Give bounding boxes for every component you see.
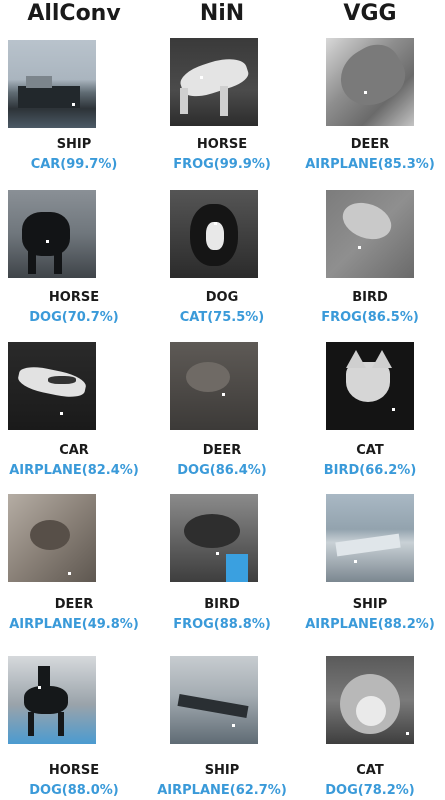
predicted-label: DOG(78.2%) — [325, 783, 415, 798]
image-blurry-deer — [170, 342, 258, 430]
predicted-label: AIRPLANE(82.4%) — [9, 463, 139, 478]
image-ship-harbor — [8, 40, 96, 128]
image-bird-blue-patch — [170, 494, 258, 582]
true-label: DEER — [350, 137, 390, 152]
image-deer-closeup — [326, 38, 414, 126]
true-label: CAT — [356, 443, 384, 458]
image-white-car — [8, 342, 96, 430]
predicted-label: DOG(70.7%) — [29, 310, 119, 325]
true-label: SHIP — [352, 597, 388, 612]
true-label: DEER — [54, 597, 94, 612]
predicted-label: DOG(86.4%) — [177, 463, 267, 478]
image-black-white-dog — [170, 190, 258, 278]
true-label: HORSE — [48, 763, 100, 778]
true-label: CAT — [356, 763, 384, 778]
predicted-label: AIRPLANE(85.3%) — [305, 157, 435, 172]
image-ship-at-sea — [326, 494, 414, 582]
image-deer-in-brush — [8, 494, 96, 582]
predicted-label: CAT(75.5%) — [179, 310, 265, 325]
true-label: DEER — [202, 443, 242, 458]
predicted-label: AIRPLANE(88.2%) — [305, 617, 435, 632]
true-label: SHIP — [56, 137, 92, 152]
predicted-label: FROG(88.8%) — [173, 617, 271, 632]
true-label: BIRD — [204, 597, 240, 612]
true-label: CAR — [59, 443, 89, 458]
image-cat-light-face — [326, 656, 414, 744]
predicted-label: FROG(86.5%) — [321, 310, 419, 325]
image-bird-head — [326, 190, 414, 278]
image-cat-face-dark — [326, 342, 414, 430]
predicted-label: AIRPLANE(49.8%) — [9, 617, 139, 632]
true-label: DOG — [205, 290, 239, 305]
column-header-allconv: AllConv — [27, 1, 121, 26]
true-label: HORSE — [48, 290, 100, 305]
column-header-nin: NiN — [199, 1, 245, 26]
predicted-label: DOG(88.0%) — [29, 783, 119, 798]
true-label: BIRD — [352, 290, 388, 305]
image-dark-horse — [8, 190, 96, 278]
predicted-label: AIRPLANE(62.7%) — [157, 783, 287, 798]
predicted-label: BIRD(66.2%) — [323, 463, 417, 478]
true-label: HORSE — [196, 137, 248, 152]
image-ship-water — [170, 656, 258, 744]
column-header-vgg: VGG — [343, 1, 397, 26]
true-label: SHIP — [204, 763, 240, 778]
predicted-label: CAR(99.7%) — [30, 157, 118, 172]
predicted-label: FROG(99.9%) — [173, 157, 271, 172]
image-horse-rider — [8, 656, 96, 744]
image-white-horse — [170, 38, 258, 126]
